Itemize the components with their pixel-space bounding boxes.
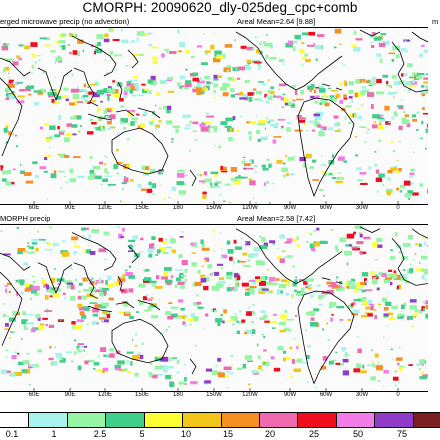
longitude-tick-label: 60E	[28, 205, 40, 211]
panel2-left-label: MORPH precip	[0, 214, 51, 223]
legend-label: 50	[352, 429, 364, 439]
legend-swatch	[0, 413, 30, 427]
longitude-tick-label: 0	[396, 205, 400, 211]
legend-label: 25	[308, 429, 320, 439]
panel1-areal-mean: Areal Mean=2.64 [9.88]	[237, 17, 316, 26]
longitude-tick-label: 30W	[355, 392, 369, 398]
panel1-longitude-ticks: 60E 90E 120E 150E 180 150W 120W 90W 60W 30W 0	[0, 205, 440, 214]
precip-legend-labels: 0.1 1 2.5 5 10 15 20 25 50 75	[0, 429, 440, 440]
longitude-tick-label: 90E	[64, 205, 76, 211]
longitude-tick-label: 0	[396, 392, 400, 398]
legend-swatch	[375, 413, 414, 427]
legend-swatch	[336, 413, 376, 427]
legend-label: 1	[51, 429, 57, 439]
precip-map-svg	[0, 225, 428, 391]
legend-label: 0.1	[5, 429, 19, 439]
legend-label: 75	[396, 429, 408, 439]
panel2-areal-mean: Areal Mean=2.58 [7.42]	[237, 214, 316, 223]
legend-swatch	[67, 413, 107, 427]
legend-swatch	[221, 413, 260, 427]
figure-title: CMORPH: 20090620_dly-025deg_cpc+comb	[82, 0, 358, 15]
legend-label: 5	[139, 429, 145, 439]
precip-map-svg	[0, 28, 428, 204]
legend-label: 10	[180, 429, 192, 439]
longitude-tick-label: 180	[172, 392, 184, 398]
longitude-tick-label: 60E	[28, 392, 40, 398]
panel1-left-label: erged microwave precip (no advection)	[0, 17, 130, 26]
longitude-tick-label: 120E	[97, 205, 113, 211]
longitude-tick-label: 150W	[206, 205, 222, 211]
legend-swatch	[259, 413, 299, 427]
legend-label: 2.5	[93, 429, 107, 439]
map-panel-merged-microwave	[0, 27, 428, 205]
legend-label: 20	[264, 429, 276, 439]
legend-swatch	[413, 413, 440, 427]
longitude-tick-label: 120W	[242, 205, 258, 211]
longitude-tick-label: 150W	[206, 392, 222, 398]
panel2-longitude-ticks: 60E 90E 120E 150E 180 150W 120W 90W 60W 30W 0	[0, 392, 440, 401]
longitude-tick-label: 180	[172, 205, 184, 211]
longitude-tick-label: 60W	[319, 205, 333, 211]
longitude-tick-label: 30W	[355, 205, 369, 211]
longitude-tick-label: 150E	[134, 205, 150, 211]
longitude-tick-label: 120E	[97, 392, 113, 398]
map-panel-cmorph	[0, 224, 428, 392]
longitude-tick-label: 90W	[283, 205, 297, 211]
legend-swatch	[106, 413, 145, 427]
panel1-right-label: m	[432, 17, 439, 26]
longitude-tick-label: 150E	[134, 392, 150, 398]
legend-swatch	[183, 413, 222, 427]
legend-swatch	[29, 413, 68, 427]
longitude-tick-label: 120W	[242, 392, 258, 398]
precip-color-legend	[0, 412, 440, 428]
longitude-tick-label: 60W	[319, 392, 333, 398]
legend-swatch	[298, 413, 337, 427]
legend-label: 15	[222, 429, 234, 439]
legend-swatch	[144, 413, 184, 427]
longitude-tick-label: 90E	[64, 392, 76, 398]
longitude-tick-label: 90W	[283, 392, 297, 398]
